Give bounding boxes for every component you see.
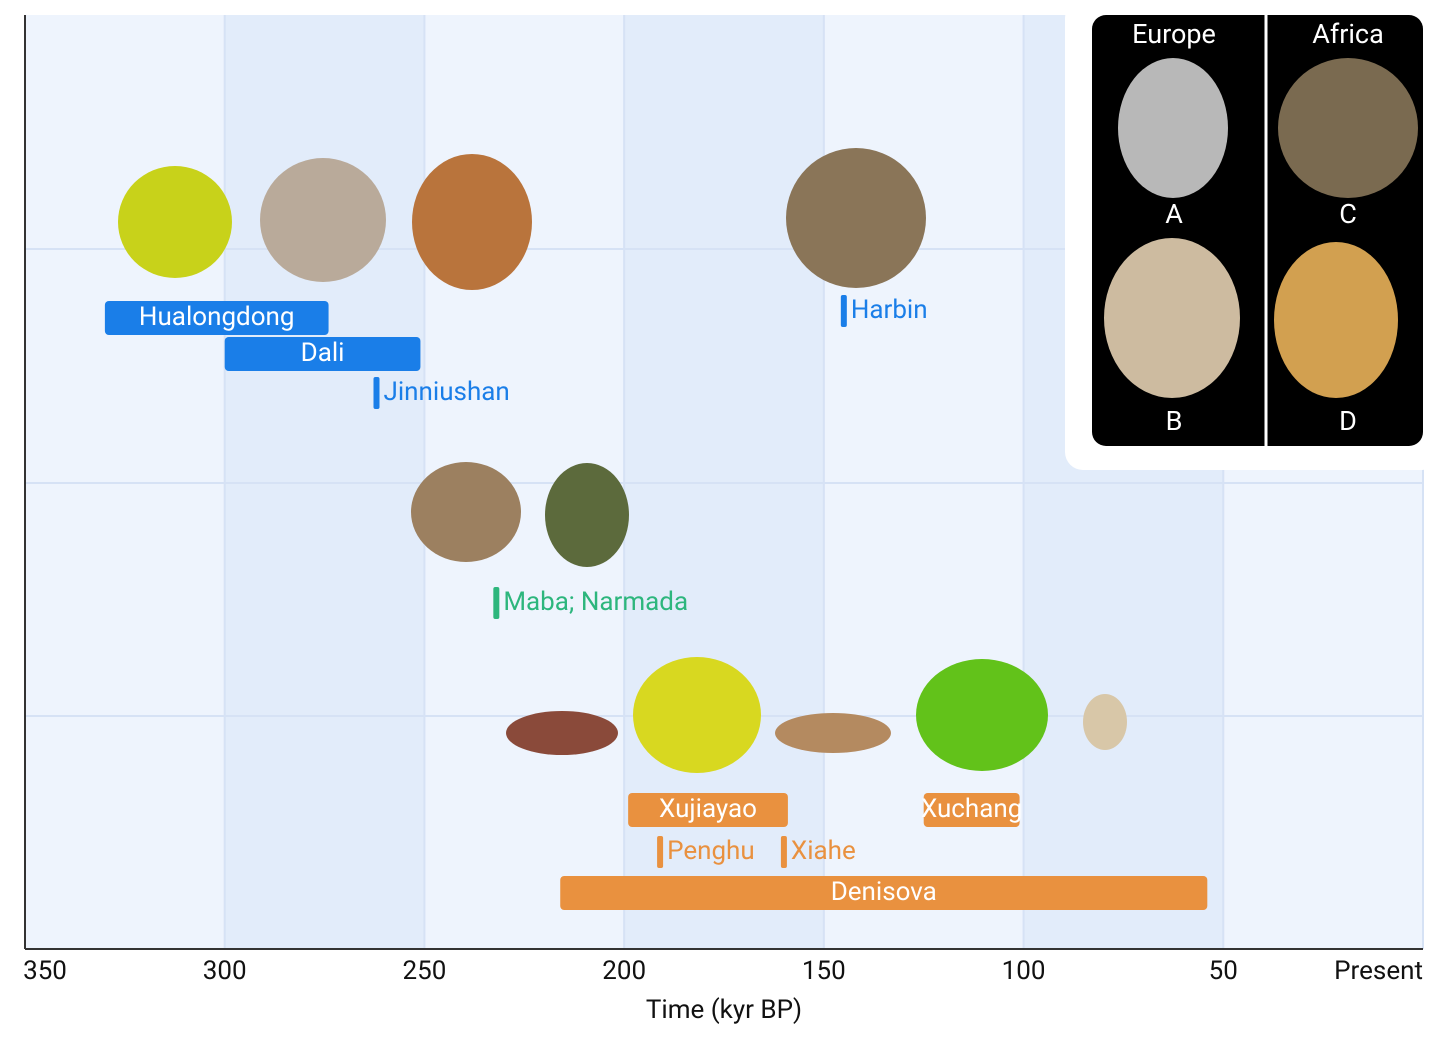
range-bar bbox=[923, 793, 1020, 827]
range-label: Xujiayao bbox=[659, 794, 757, 824]
skull-image bbox=[1104, 238, 1240, 398]
skull-image bbox=[1274, 242, 1398, 398]
point-label: Maba; Narmada bbox=[503, 587, 688, 617]
skull-image bbox=[506, 711, 618, 755]
point-label: Harbin bbox=[851, 295, 928, 325]
point-label: Xiahe bbox=[791, 836, 856, 866]
inset-label: A bbox=[1165, 198, 1183, 230]
skull-image bbox=[412, 154, 532, 290]
point-marker bbox=[373, 377, 380, 409]
range-label: Hualongdong bbox=[139, 302, 295, 332]
range-label: Denisova bbox=[831, 877, 937, 907]
skull-image bbox=[118, 166, 232, 278]
point-marker bbox=[780, 836, 787, 868]
skull-image bbox=[775, 713, 891, 753]
x-axis-title: Time (kyr BP) bbox=[646, 995, 802, 1025]
range-label: Dali bbox=[301, 338, 345, 368]
x-tick-label: 150 bbox=[802, 956, 846, 986]
range-bar bbox=[560, 876, 1208, 910]
skull-image bbox=[1278, 58, 1418, 198]
x-tick-label: 250 bbox=[403, 956, 447, 986]
inset-column-label: Africa bbox=[1312, 18, 1384, 50]
range-bar bbox=[224, 337, 421, 371]
point-label: Jinniushan bbox=[383, 377, 509, 407]
inset-label: D bbox=[1339, 405, 1357, 437]
x-tick-label: 300 bbox=[203, 956, 247, 986]
point-label: Penghu bbox=[667, 836, 755, 866]
x-tick-label: 50 bbox=[1209, 956, 1238, 986]
skull-image bbox=[260, 158, 386, 282]
skull-image bbox=[411, 462, 521, 562]
inset-label: B bbox=[1166, 405, 1183, 437]
x-tick-label: 200 bbox=[602, 956, 646, 986]
skull-image bbox=[545, 463, 629, 567]
inset-label: C bbox=[1339, 198, 1357, 230]
x-tick-label: 100 bbox=[1002, 956, 1046, 986]
point-marker bbox=[493, 587, 500, 619]
x-tick-label: 350 bbox=[23, 956, 67, 986]
inset-column-label: Europe bbox=[1132, 18, 1216, 50]
point-marker bbox=[657, 836, 664, 868]
skull-image bbox=[1118, 58, 1228, 198]
range-bar bbox=[104, 301, 329, 335]
x-tick-label: Present bbox=[1334, 956, 1423, 986]
skull-image bbox=[1083, 694, 1127, 750]
skull-images bbox=[118, 148, 1127, 773]
range-bar bbox=[628, 793, 788, 827]
point-marker bbox=[840, 295, 847, 327]
skull-image bbox=[786, 148, 926, 288]
skull-image bbox=[916, 659, 1048, 771]
skull-image bbox=[633, 657, 761, 773]
range-label: Xuchang bbox=[921, 794, 1022, 824]
